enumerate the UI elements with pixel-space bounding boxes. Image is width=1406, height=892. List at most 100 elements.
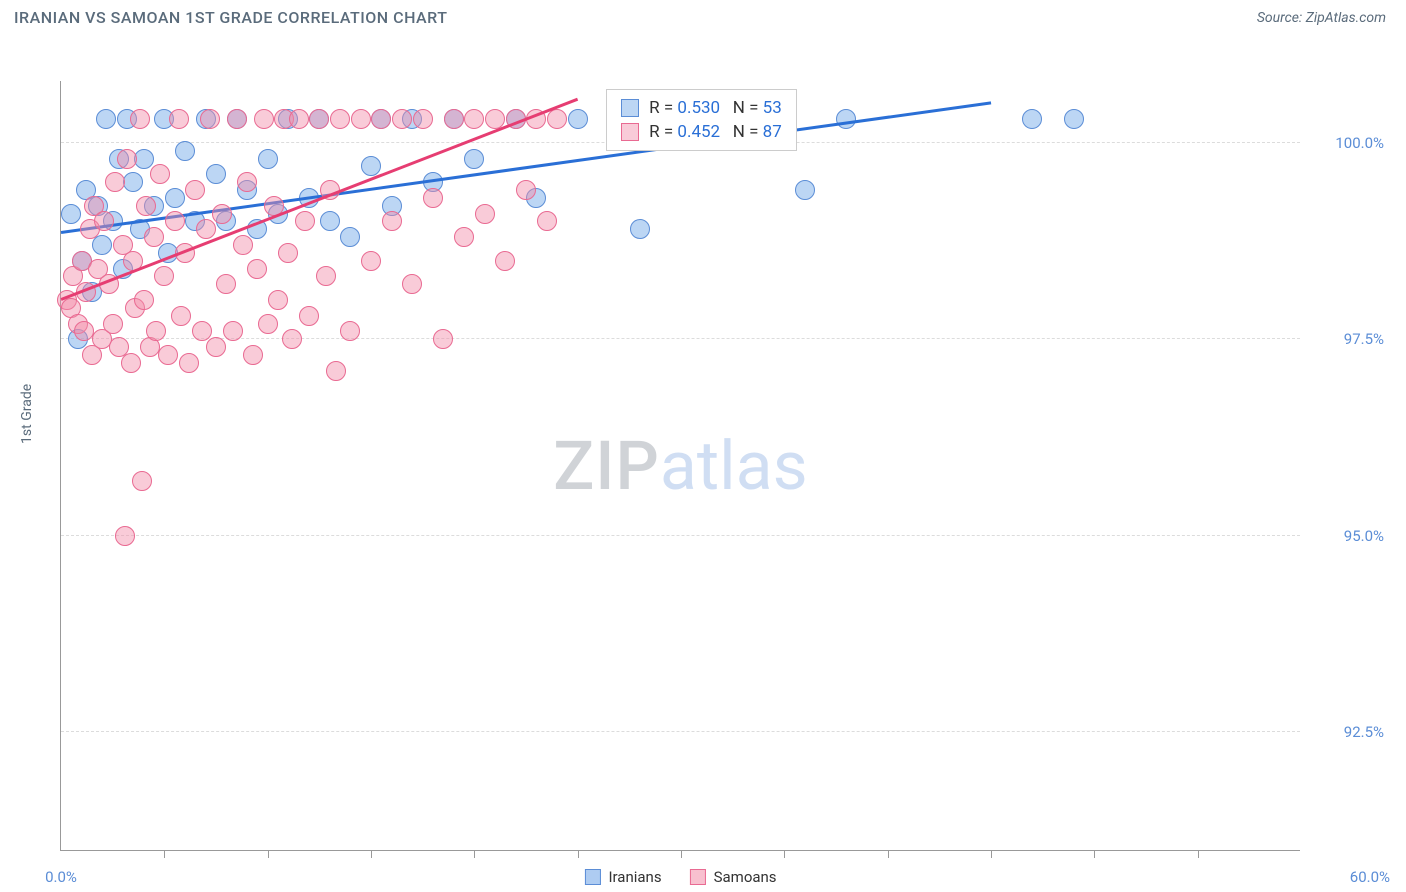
scatter-point [495,251,515,271]
scatter-point [243,345,263,365]
scatter-point [258,149,278,169]
scatter-point [371,109,391,129]
plot-area: ZIPatlas 1st Grade 92.5%95.0%97.5%100.0%… [60,81,1300,851]
scatter-point [464,149,484,169]
scatter-point [134,290,154,310]
scatter-point [289,109,309,129]
scatter-point [475,204,495,224]
gridline-h [61,338,1300,339]
scatter-point [179,353,199,373]
scatter-point [836,109,856,129]
scatter-point [402,274,422,294]
scatter-point [175,141,195,161]
scatter-point [132,471,152,491]
scatter-point [74,321,94,341]
scatter-point [158,345,178,365]
scatter-point [150,164,170,184]
scatter-point [309,109,329,129]
scatter-point [454,227,474,247]
x-tick-mark [888,850,889,858]
scatter-point [340,321,360,341]
scatter-point [630,219,650,239]
y-tick-label: 95.0% [1310,527,1384,545]
scatter-point [117,149,137,169]
scatter-point [144,227,164,247]
y-tick-label: 97.5% [1310,330,1384,348]
scatter-point [103,314,123,334]
scatter-point [413,109,433,129]
watermark-zip: ZIP [553,426,660,506]
scatter-point [278,243,298,263]
scatter-point [282,329,302,349]
legend-swatch [621,99,639,117]
scatter-point [351,109,371,129]
x-tick-mark [1094,850,1095,858]
scatter-point [233,235,253,255]
y-axis-title: 1st Grade [19,383,35,443]
scatter-point [96,109,116,129]
chart-source: Source: ZipAtlas.com [1257,10,1386,26]
y-tick-label: 100.0% [1310,134,1384,152]
scatter-point [136,196,156,216]
legend-stats: R = 0.452 N = 87 [649,122,782,142]
legend-swatch [584,869,600,885]
x-axis-start-label: 0.0% [45,868,77,886]
legend-swatch [690,869,706,885]
x-tick-mark [578,850,579,858]
scatter-point [94,211,114,231]
scatter-point [227,109,247,129]
scatter-point [130,109,150,129]
scatter-point [192,321,212,341]
x-axis-end-label: 60.0% [1350,868,1390,886]
scatter-point [316,266,336,286]
gridline-h [61,535,1300,536]
scatter-point [320,211,340,231]
scatter-point [340,227,360,247]
x-tick-mark [474,850,475,858]
scatter-point [171,306,191,326]
scatter-point [361,251,381,271]
correlation-legend-row: R = 0.452 N = 87 [621,120,782,144]
scatter-point [223,321,243,341]
legend-label: Iranians [608,868,661,886]
series-legend-item: Iranians [584,868,661,886]
scatter-point [423,188,443,208]
scatter-point [254,109,274,129]
scatter-point [212,204,232,224]
scatter-point [1064,109,1084,129]
scatter-point [268,290,288,310]
chart-title: IRANIAN VS SAMOAN 1ST GRADE CORRELATION … [14,8,447,27]
legend-swatch [621,123,639,141]
x-tick-mark [164,850,165,858]
x-tick-mark [681,850,682,858]
gridline-h [61,731,1300,732]
scatter-point [237,172,257,192]
y-tick-label: 92.5% [1310,723,1384,741]
x-tick-mark [268,850,269,858]
scatter-point [165,188,185,208]
scatter-point [433,329,453,349]
scatter-point [299,306,319,326]
scatter-point [185,180,205,200]
correlation-legend: R = 0.530 N = 53 R = 0.452 N = 87 [606,89,797,151]
scatter-point [464,109,484,129]
scatter-point [121,353,141,373]
legend-stats: R = 0.530 N = 53 [649,98,782,118]
scatter-point [206,164,226,184]
scatter-point [92,235,112,255]
scatter-point [169,109,189,129]
scatter-point [568,109,588,129]
correlation-legend-row: R = 0.530 N = 53 [621,96,782,120]
scatter-point [105,172,125,192]
scatter-point [295,211,315,231]
scatter-point [196,219,216,239]
scatter-point [216,274,236,294]
scatter-point [115,526,135,546]
chart-header: IRANIAN VS SAMOAN 1ST GRADE CORRELATION … [0,0,1406,35]
scatter-point [165,211,185,231]
x-tick-mark [784,850,785,858]
scatter-point [516,180,536,200]
watermark: ZIPatlas [553,426,808,506]
scatter-point [123,172,143,192]
scatter-point [537,211,557,231]
